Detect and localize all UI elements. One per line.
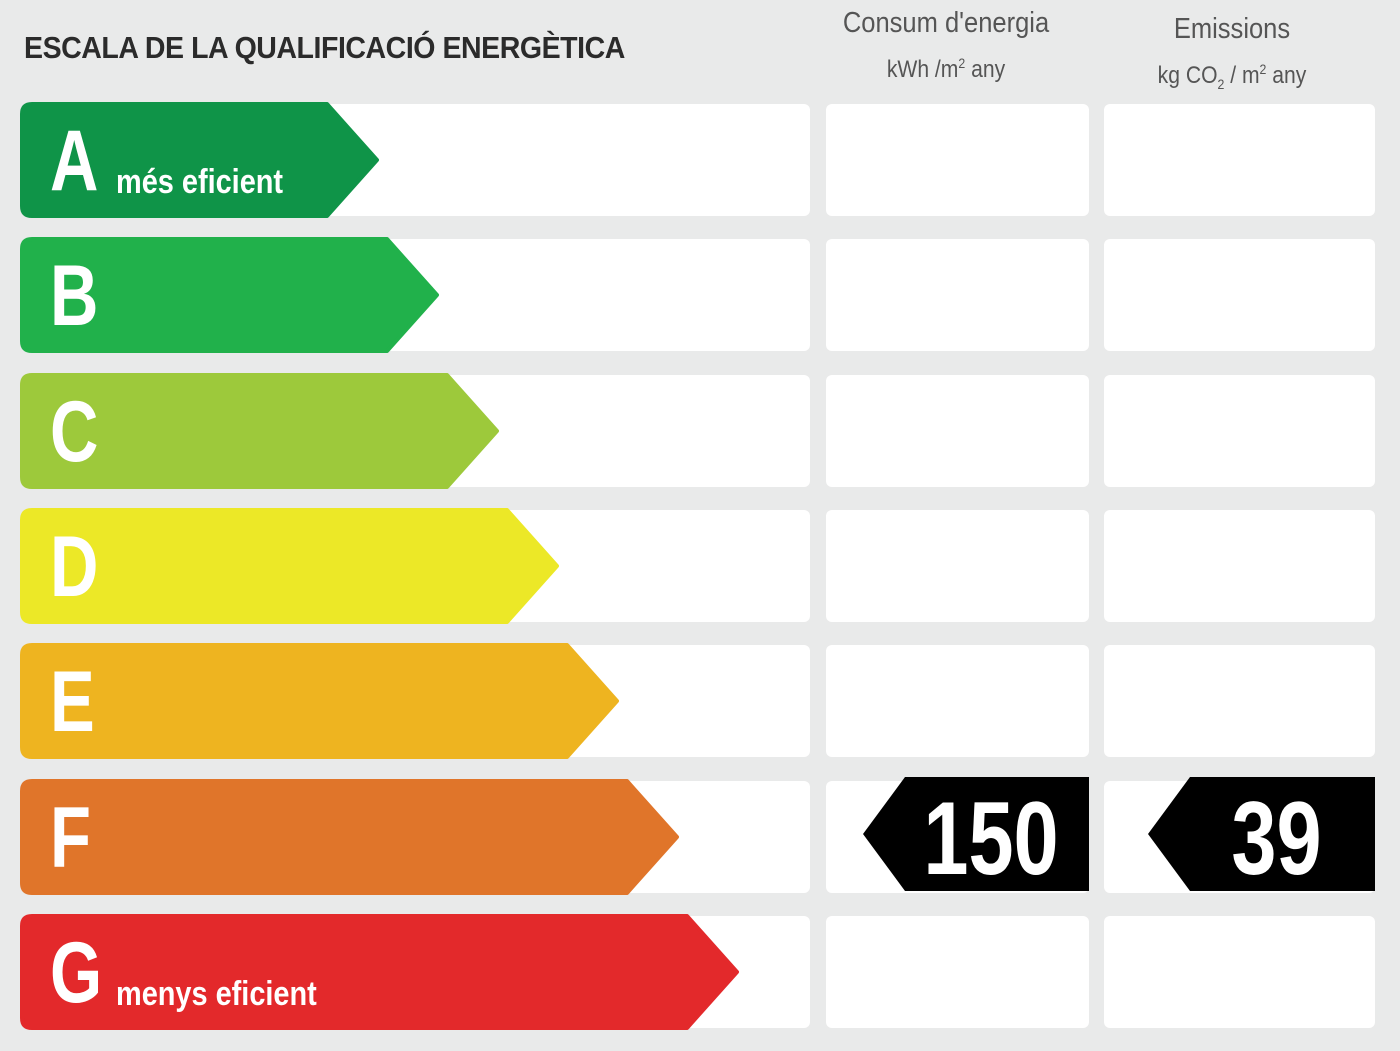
emissions-column-unit: kg CO2 / m2 any <box>1157 61 1307 92</box>
energy-cell <box>826 915 1089 1028</box>
energy-column-unit: kWh /m2 any <box>886 55 1006 83</box>
rating-letter: C <box>50 383 99 480</box>
rating-note: menys eficient <box>116 974 317 1013</box>
emissions-cell <box>1104 104 1375 216</box>
rating-letter: D <box>50 518 99 615</box>
rating-bar-shape <box>20 237 439 354</box>
energy-cell <box>826 645 1089 758</box>
rating-bar-shape <box>20 643 619 760</box>
rating-bar-shape <box>20 913 739 1030</box>
rating-letter: B <box>50 248 99 345</box>
energy-cell <box>826 104 1089 216</box>
emissions-cell <box>1104 915 1375 1028</box>
rating-letter: A <box>50 113 99 209</box>
emissions-cell <box>1104 239 1375 352</box>
energy-value: 150 <box>923 780 1059 897</box>
rating-bar-b <box>20 237 439 354</box>
rating-bar-f <box>20 778 679 895</box>
rating-bar-a <box>20 102 379 218</box>
rating-bar-shape <box>20 102 379 218</box>
energy-cell <box>826 239 1089 352</box>
rating-row-d: D <box>0 507 1400 624</box>
energy-cell <box>826 509 1089 622</box>
emissions-column-header: Emissions kg CO2 / m2 any <box>1104 12 1360 101</box>
rating-row-e: E <box>0 643 1400 760</box>
energy-column-header: Consum d'energia kWh /m2 any <box>826 6 1066 87</box>
rating-bar-c <box>20 372 499 489</box>
rating-bar-g <box>20 913 739 1030</box>
energy-column-title: Consum d'energia <box>842 7 1050 39</box>
energy-marker <box>863 776 1089 891</box>
rating-note: més eficient <box>116 163 284 201</box>
emissions-marker <box>1148 776 1375 891</box>
rating-bar-d <box>20 507 559 624</box>
rating-bar-shape <box>20 778 679 895</box>
rating-bar-shape <box>20 507 559 624</box>
energy-marker-shape <box>863 776 1089 891</box>
rating-bar-shape <box>20 372 499 489</box>
rating-row-f: F 150 39 <box>0 776 1400 897</box>
emissions-column-title: Emissions <box>1173 13 1291 45</box>
page-title: ESCALA DE LA QUALIFICACIÓ ENERGÈTICA <box>24 30 625 65</box>
rating-letter: F <box>50 789 91 886</box>
rating-row-b: B <box>0 237 1400 354</box>
emissions-cell <box>1104 645 1375 758</box>
emissions-cell <box>1104 374 1375 487</box>
rating-row-c: C <box>0 372 1400 489</box>
emissions-value: 39 <box>1231 780 1322 897</box>
rating-letter: E <box>50 654 95 751</box>
emissions-marker-shape <box>1148 776 1375 891</box>
rating-bar-e <box>20 643 619 760</box>
energy-cell <box>826 374 1089 487</box>
emissions-cell <box>1104 509 1375 622</box>
rating-letter: G <box>50 924 103 1021</box>
